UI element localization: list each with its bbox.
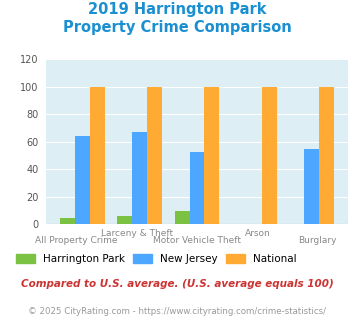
Bar bbox=[147, 87, 162, 224]
Bar bbox=[304, 149, 319, 224]
Bar bbox=[90, 87, 105, 224]
Bar bbox=[262, 87, 277, 224]
Text: Larceny & Theft: Larceny & Theft bbox=[100, 229, 173, 238]
Bar bbox=[75, 136, 90, 224]
Legend: Harrington Park, New Jersey, National: Harrington Park, New Jersey, National bbox=[16, 254, 297, 264]
Bar bbox=[190, 151, 204, 224]
Text: © 2025 CityRating.com - https://www.cityrating.com/crime-statistics/: © 2025 CityRating.com - https://www.city… bbox=[28, 307, 327, 316]
Text: Arson: Arson bbox=[245, 229, 270, 238]
Bar bbox=[60, 217, 75, 224]
Text: Burglary: Burglary bbox=[299, 236, 337, 245]
Bar bbox=[319, 87, 334, 224]
Text: 2019 Harrington Park: 2019 Harrington Park bbox=[88, 2, 267, 16]
Bar bbox=[132, 132, 147, 224]
Text: All Property Crime: All Property Crime bbox=[35, 236, 118, 245]
Text: Property Crime Comparison: Property Crime Comparison bbox=[63, 20, 292, 35]
Bar bbox=[117, 216, 132, 224]
Bar bbox=[204, 87, 219, 224]
Text: Compared to U.S. average. (U.S. average equals 100): Compared to U.S. average. (U.S. average … bbox=[21, 279, 334, 289]
Bar bbox=[175, 211, 190, 224]
Text: Motor Vehicle Theft: Motor Vehicle Theft bbox=[153, 236, 241, 245]
